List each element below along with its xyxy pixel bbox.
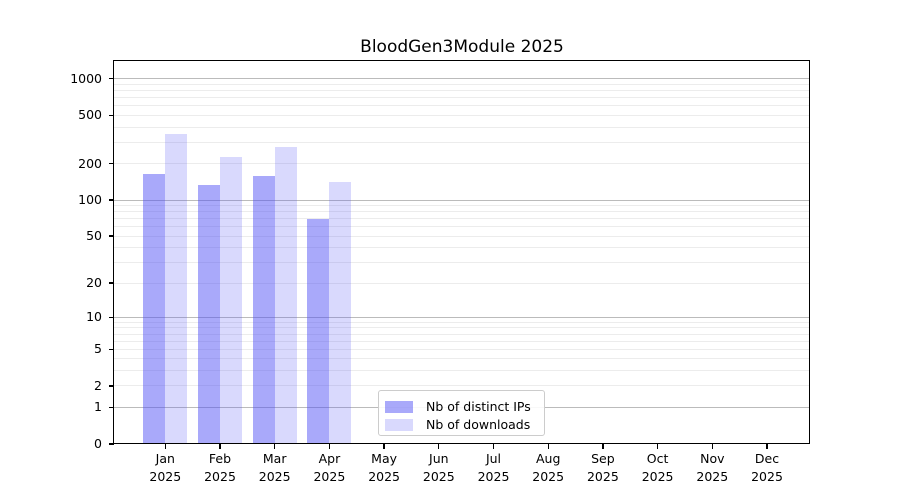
x-tick-feb [219, 444, 221, 449]
x-tick-oct [656, 444, 659, 449]
gridline-50 [114, 235, 810, 237]
y-tick-1000 [109, 78, 114, 80]
x-tick-label-sep: Sep 2025 [586, 451, 619, 484]
gridline-60 [114, 226, 810, 228]
bar-jan-downloads [165, 134, 188, 444]
bar-feb-distinct-ips [198, 185, 220, 444]
y-tick-label-1000: 1000 [70, 70, 102, 86]
gridline-8 [114, 327, 810, 329]
gridline-40 [114, 247, 810, 249]
chart-title: BloodGen3Module 2025 [360, 37, 564, 57]
x-tick-label-apr: Apr 2025 [313, 451, 346, 484]
y-tick-50 [109, 235, 114, 237]
x-tick-label-feb: Feb 2025 [204, 451, 236, 484]
legend-swatch-distinct-ips [385, 401, 413, 413]
gridline-300 [114, 141, 810, 143]
bar-jan-distinct-ips [143, 173, 166, 444]
y-tick-label-100: 100 [78, 192, 102, 208]
y-tick-label-2: 2 [94, 377, 102, 393]
x-tick-label-oct: Oct 2025 [641, 451, 674, 484]
x-tick-aug [547, 444, 549, 449]
x-tick-label-aug: Aug 2025 [532, 451, 565, 484]
y-tick-label-10: 10 [86, 309, 102, 325]
y-tick-label-500: 500 [78, 107, 102, 123]
gridline-600 [114, 105, 810, 107]
x-tick-label-may: May 2025 [368, 451, 400, 484]
legend-label-distinct-ips: Nb of distinct IPs [426, 399, 531, 414]
gridline-70 [114, 218, 810, 220]
gridline-6 [114, 340, 810, 342]
x-tick-label-jan: Jan 2025 [149, 451, 182, 484]
gridline-9 [114, 321, 810, 323]
gridline-100 [114, 199, 810, 201]
gridline-400 [114, 126, 810, 128]
gridline-500 [114, 114, 810, 116]
gridline-80 [114, 211, 810, 213]
y-tick-1 [109, 406, 114, 409]
legend-label-downloads: Nb of downloads [426, 417, 531, 432]
x-tick-label-jul: Jul 2025 [477, 451, 510, 484]
bar-mar-distinct-ips [252, 176, 275, 444]
gridline-20 [114, 282, 810, 284]
y-tick-label-5: 5 [94, 341, 102, 357]
y-tick-200 [109, 162, 114, 165]
gridline-5 [114, 348, 810, 350]
y-tick-label-1: 1 [94, 399, 102, 415]
x-tick-sep [602, 444, 604, 449]
gridline-3 [114, 370, 810, 372]
legend-row-distinct-ips: Nb of distinct IPs [379, 398, 544, 416]
x-tick-mar [274, 444, 276, 449]
y-tick-500 [109, 114, 114, 117]
legend: Nb of distinct IPs Nb of downloads [378, 390, 545, 436]
x-tick-nov [711, 444, 713, 449]
x-tick-label-nov: Nov 2025 [696, 451, 729, 484]
gridline-4 [114, 358, 810, 360]
x-tick-label-mar: Mar 2025 [258, 451, 291, 484]
y-tick-2 [109, 385, 114, 387]
gridline-7 [114, 333, 810, 335]
y-tick-label-0: 0 [94, 436, 102, 451]
x-tick-jun [438, 444, 440, 449]
bar-apr-downloads [329, 182, 352, 444]
legend-swatch-downloads [385, 419, 413, 431]
x-tick-jul [492, 444, 495, 449]
bar-apr-distinct-ips [307, 218, 330, 444]
x-tick-apr [328, 444, 331, 449]
bar-feb-downloads [220, 157, 242, 444]
gridline-90 [114, 205, 810, 207]
y-tick-20 [109, 282, 114, 284]
legend-row-downloads: Nb of downloads [379, 416, 544, 434]
y-tick-label-50: 50 [86, 228, 102, 244]
x-tick-label-dec: Dec 2025 [751, 451, 783, 484]
gridline-2 [114, 385, 810, 387]
y-tick-100 [109, 199, 114, 201]
y-tick-10 [109, 316, 114, 318]
gridline-30 [114, 261, 810, 263]
gridline-200 [114, 163, 810, 165]
gridline-800 [114, 90, 810, 92]
x-tick-dec [766, 444, 768, 449]
gridline-1000 [114, 78, 810, 80]
x-tick-jan [164, 444, 166, 449]
y-tick-0 [109, 443, 114, 445]
gridline-700 [114, 97, 810, 99]
y-tick-label-20: 20 [86, 275, 102, 291]
bar-mar-downloads [274, 147, 297, 444]
x-tick-label-jun: Jun 2025 [422, 451, 455, 484]
x-tick-may [383, 444, 385, 449]
gridline-10 [114, 316, 810, 318]
y-tick-5 [109, 348, 114, 350]
y-tick-label-200: 200 [78, 155, 102, 171]
gridline-900 [114, 83, 810, 85]
